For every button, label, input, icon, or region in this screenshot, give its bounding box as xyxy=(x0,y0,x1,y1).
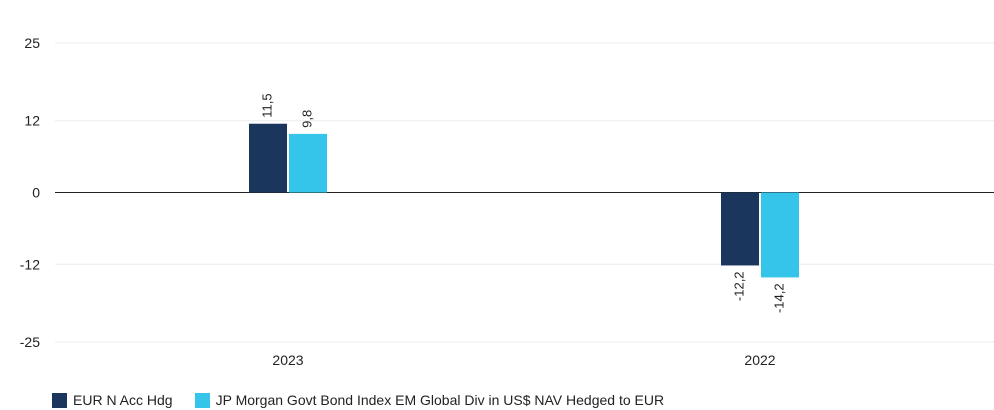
data-label: -14,2 xyxy=(771,283,786,313)
legend-item-benchmark: JP Morgan Govt Bond Index EM Global Div … xyxy=(194,392,665,408)
data-label: -12,2 xyxy=(731,271,746,301)
bar xyxy=(761,192,799,278)
bar-chart: 25 12 0 -12 -25 11,5 9,8 -12,2 -14,2 2023 2022 xyxy=(20,35,994,368)
bars xyxy=(249,123,799,278)
data-labels: 11,5 9,8 -12,2 -14,2 xyxy=(259,93,786,313)
legend-swatch xyxy=(194,392,210,408)
y-tick-label: 0 xyxy=(32,185,40,201)
bar xyxy=(721,192,759,266)
legend-label: JP Morgan Govt Bond Index EM Global Div … xyxy=(215,392,665,408)
y-tick-label: 25 xyxy=(24,35,40,51)
legend-item-eur-n-acc-hdg: EUR N Acc Hdg xyxy=(52,392,173,408)
legend-swatch xyxy=(52,392,67,408)
bar xyxy=(289,133,327,193)
x-category-label: 2023 xyxy=(272,352,303,368)
legend-label: EUR N Acc Hdg xyxy=(73,392,173,408)
legend: EUR N Acc Hdg JP Morgan Govt Bond Index … xyxy=(52,392,686,408)
y-tick-label: -12 xyxy=(20,256,40,272)
data-label: 11,5 xyxy=(259,93,274,117)
x-category-label: 2022 xyxy=(744,352,775,368)
gridlines xyxy=(55,42,994,343)
bar xyxy=(249,123,287,193)
data-label: 9,8 xyxy=(299,110,314,128)
y-tick-label: 12 xyxy=(24,113,40,129)
x-axis-categories: 2023 2022 xyxy=(272,352,775,368)
y-tick-label: -25 xyxy=(20,334,40,350)
y-axis-ticks: 25 12 0 -12 -25 xyxy=(20,35,40,350)
